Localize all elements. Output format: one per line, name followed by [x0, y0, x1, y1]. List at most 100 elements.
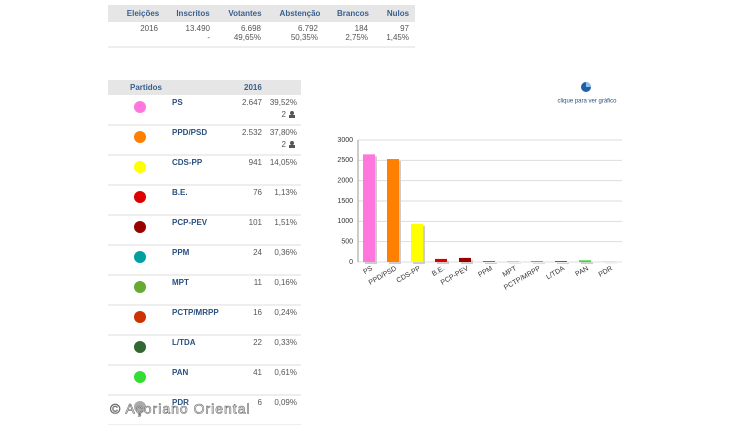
summary-cell: 97: [400, 24, 409, 33]
watermark: © Açoriano Oriental: [110, 401, 251, 417]
party-name: PPD/PSD: [172, 128, 207, 137]
party-logo: [134, 221, 146, 233]
party-pct: 39,52%: [270, 98, 297, 107]
party-logo: [134, 281, 146, 293]
bar: [459, 257, 471, 262]
summary-cell: 184: [355, 24, 369, 33]
party-name: MPT: [172, 278, 189, 287]
y-tick-label: 1000: [337, 218, 353, 225]
party-pct: 0,16%: [274, 278, 297, 287]
x-tick-label: PAN: [574, 265, 590, 278]
party-logo: [134, 371, 146, 383]
bar-shadow: [533, 263, 545, 264]
x-tick-label: MPT: [502, 265, 519, 279]
party-logo: [134, 311, 146, 323]
party-name: PPM: [172, 248, 190, 257]
summary-cell: 13.490: [186, 24, 211, 33]
party-seats: 2: [282, 110, 287, 119]
bar-shadow: [557, 263, 569, 264]
party-pct: 0,09%: [274, 398, 297, 407]
bar: [579, 260, 591, 262]
y-tick-label: 2500: [337, 157, 353, 164]
party-logo: [134, 401, 146, 413]
party-name: PAN: [172, 368, 189, 377]
party-votes: 16: [253, 308, 262, 317]
parties-header-bg: [108, 80, 301, 95]
party-votes: 2.647: [242, 98, 263, 107]
bar: [483, 261, 495, 262]
y-tick-label: 2000: [337, 178, 353, 185]
party-pct: 0,36%: [274, 248, 297, 257]
party-logo: [134, 131, 146, 143]
summary-header: Brancos: [337, 9, 370, 18]
party-votes: 2.532: [242, 128, 263, 137]
summary-cell: 50,35%: [291, 33, 318, 42]
party-logo: [134, 161, 146, 173]
bar: [411, 223, 423, 262]
x-tick-label: B.E.: [431, 265, 446, 278]
party-pct: 0,24%: [274, 308, 297, 317]
summary-header: Votantes: [228, 9, 262, 18]
bar: [363, 154, 375, 262]
party-logo: [134, 251, 146, 263]
bar: [435, 258, 447, 262]
party-logo: [134, 191, 146, 203]
party-name: L/TDA: [172, 338, 196, 347]
summary-cell: 2016: [140, 24, 158, 33]
chart-icon-slice: [586, 82, 591, 87]
party-seats: 2: [282, 140, 287, 149]
bar: [555, 261, 567, 262]
party-votes: 24: [253, 248, 262, 257]
summary-cell: 49,65%: [234, 33, 261, 42]
seat-icon: [290, 141, 294, 145]
summary-cell: 6.698: [241, 24, 262, 33]
party-name: B.E.: [172, 188, 188, 197]
y-tick-label: 500: [341, 239, 353, 246]
summary-header: Nulos: [387, 9, 410, 18]
x-tick-label: PDR: [598, 265, 614, 278]
party-pct: 1,51%: [274, 218, 297, 227]
bar-shadow: [581, 262, 593, 264]
party-name: PDR: [172, 398, 189, 407]
summary-cell: 1,45%: [386, 33, 409, 42]
seat-icon-body: [289, 145, 295, 148]
parties-header: 2016: [244, 83, 262, 92]
summary-cell: 2,75%: [345, 33, 368, 42]
x-tick-label: PS: [362, 265, 374, 276]
y-tick-label: 3000: [337, 137, 353, 144]
x-tick-label: PPD/PSD: [368, 265, 398, 286]
y-tick-label: 0: [349, 259, 353, 266]
party-name: CDS-PP: [172, 158, 203, 167]
bar: [387, 159, 399, 262]
party-logo: [134, 101, 146, 113]
party-logo: [134, 341, 146, 353]
seat-icon: [290, 111, 294, 115]
party-name: PCP-PEV: [172, 218, 208, 227]
x-tick-label: L/TDA: [545, 265, 566, 281]
party-pct: 0,33%: [274, 338, 297, 347]
party-votes: 6: [258, 398, 263, 407]
party-name: PS: [172, 98, 183, 107]
party-name: PCTP/MRPP: [172, 308, 219, 317]
summary-header-bg: [108, 5, 415, 22]
party-votes: 11: [254, 278, 263, 287]
x-tick-label: CDS-PP: [396, 265, 423, 284]
x-tick-label: PCP-PEV: [440, 265, 470, 287]
parties-header: Partidos: [130, 83, 163, 92]
party-votes: 22: [253, 338, 262, 347]
x-tick-label: PPM: [477, 265, 494, 279]
chart-link[interactable]: clique para ver gráfico: [557, 99, 617, 105]
party-votes: 41: [253, 368, 262, 377]
party-pct: 14,05%: [270, 158, 297, 167]
summary-header: Inscritos: [176, 9, 210, 18]
party-votes: 941: [249, 158, 263, 167]
summary-header: Eleições: [127, 9, 160, 18]
summary-cell: -: [207, 33, 210, 42]
summary-header: Abstenção: [280, 9, 321, 18]
bar-shadow: [485, 263, 497, 264]
summary-cell: 6.792: [298, 24, 319, 33]
party-pct: 0,61%: [274, 368, 297, 377]
party-votes: 76: [253, 188, 262, 197]
bar: [531, 261, 543, 262]
